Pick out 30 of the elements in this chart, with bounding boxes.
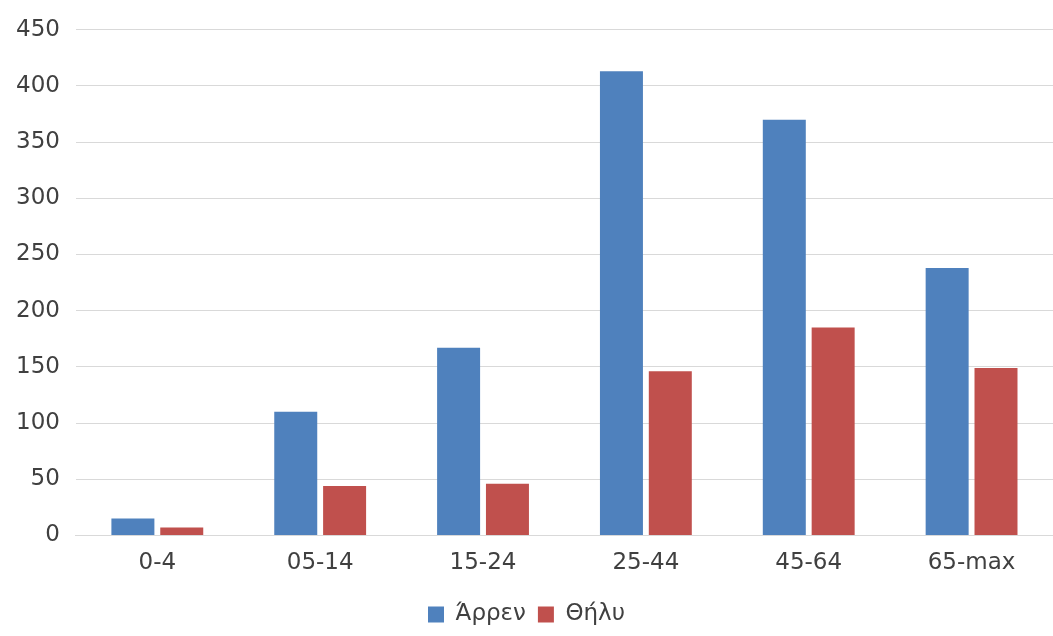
bar	[160, 527, 204, 535]
y-tick-label: 400	[15, 70, 60, 97]
bar	[485, 483, 529, 535]
y-tick-label: 250	[15, 239, 60, 266]
x-tick-label: 15-24	[449, 548, 517, 575]
x-tick-label: 25-44	[612, 548, 680, 575]
bar	[323, 485, 367, 535]
y-tick-label: 50	[30, 464, 60, 491]
x-tick-label: 05-14	[286, 548, 354, 575]
x-tick-label: 0-4	[138, 548, 177, 575]
bar	[599, 71, 643, 535]
y-tick-label: 0	[45, 520, 60, 547]
bar	[925, 267, 969, 535]
bar	[648, 371, 692, 535]
bar	[811, 327, 855, 535]
x-tick-label: 65-max	[927, 548, 1016, 575]
bar	[974, 367, 1018, 535]
x-tick-label: 45-64	[775, 548, 843, 575]
y-tick-label: 100	[15, 408, 60, 435]
bar	[437, 347, 481, 535]
y-tick-label: 450	[15, 14, 60, 41]
legend-label: Θήλυ	[565, 599, 626, 626]
y-tick-label: 150	[15, 351, 60, 378]
y-tick-label: 350	[15, 127, 60, 154]
bar	[762, 119, 806, 535]
legend-label: Άρρεν	[455, 599, 526, 626]
bar	[274, 411, 318, 535]
y-tick-label: 300	[15, 183, 60, 210]
y-tick-label: 200	[15, 295, 60, 322]
bar	[111, 518, 155, 535]
